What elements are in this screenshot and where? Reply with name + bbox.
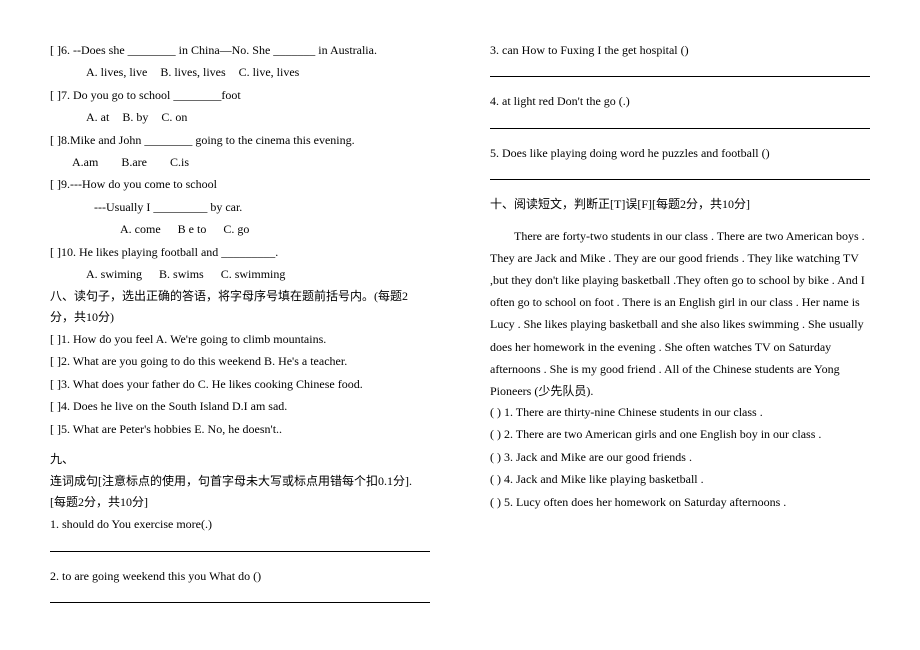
q9-stem: [ ]9.---How do you come to school: [50, 174, 430, 194]
q7-options: A. at B. by C. on: [50, 107, 430, 127]
s9-q4-blank[interactable]: [490, 114, 870, 129]
s8-r1: [ ]1. How do you feel A. We're going to …: [50, 329, 430, 349]
s9-q3-blank[interactable]: [490, 62, 870, 77]
section8-title: 八、读句子，选出正确的答语，将字母序号填在题前括号内。(每题2分，共10分): [50, 286, 430, 327]
q8-opt-c: C.is: [170, 152, 189, 172]
q9-opt-b: B e to: [178, 219, 207, 239]
s9-q1: 1. should do You exercise more(.): [50, 514, 430, 534]
right-column: 3. can How to Fuxing I the get hospital …: [490, 40, 870, 609]
q6-stem: [ ]6. --Does she ________ in China—No. S…: [50, 40, 430, 60]
s9-q1-blank[interactable]: [50, 537, 430, 552]
q10-opt-b: B. swims: [159, 264, 204, 284]
section10-title: 十、阅读短文，判断正[T]误[F][每题2分，共10分]: [490, 194, 870, 214]
page-container: [ ]6. --Does she ________ in China—No. S…: [0, 0, 920, 639]
q7-opt-a: A. at: [86, 107, 109, 127]
s8-r2: [ ]2. What are you going to do this week…: [50, 351, 430, 371]
q9-sub: ---Usually I _________ by car.: [50, 197, 430, 217]
q6-opt-a: A. lives, live: [86, 62, 147, 82]
left-column: [ ]6. --Does she ________ in China—No. S…: [50, 40, 430, 609]
q9-opt-a: A. come: [120, 219, 161, 239]
s10-t4: ( ) 4. Jack and Mike like playing basket…: [490, 469, 870, 489]
section10-passage: There are forty-two students in our clas…: [490, 225, 870, 403]
s9-q4: 4. at light red Don't the go (.): [490, 91, 870, 111]
section9-head: 九、: [50, 449, 430, 469]
s8-r4: [ ]4. Does he live on the South Island D…: [50, 396, 430, 416]
s9-q2-blank[interactable]: [50, 588, 430, 603]
q8-stem: [ ]8.Mike and John ________ going to the…: [50, 130, 430, 150]
s9-q2: 2. to are going weekend this you What do…: [50, 566, 430, 586]
s10-t3: ( ) 3. Jack and Mike are our good friend…: [490, 447, 870, 467]
q7-opt-b: B. by: [122, 107, 148, 127]
q9-opt-c: C. go: [223, 219, 249, 239]
q8-options: A.am B.are C.is: [50, 152, 430, 172]
s9-q5: 5. Does like playing doing word he puzzl…: [490, 143, 870, 163]
q6-options: A. lives, live B. lives, lives C. live, …: [50, 62, 430, 82]
s8-r5: [ ]5. What are Peter's hobbies E. No, he…: [50, 419, 430, 439]
q6-opt-b: B. lives, lives: [160, 62, 225, 82]
s10-t2: ( ) 2. There are two American girls and …: [490, 424, 870, 444]
s10-t1: ( ) 1. There are thirty-nine Chinese stu…: [490, 402, 870, 422]
q8-opt-a: A.am: [72, 152, 98, 172]
s9-q5-blank[interactable]: [490, 165, 870, 180]
q6-opt-c: C. live, lives: [239, 62, 300, 82]
s8-r3: [ ]3. What does your father do C. He lik…: [50, 374, 430, 394]
section9-title: 连词成句[注意标点的使用，句首字母未大写或标点用错每个扣0.1分]. [每题2分…: [50, 471, 430, 512]
q10-options: A. swiming B. swims C. swimming: [50, 264, 430, 284]
q9-options: A. come B e to C. go: [50, 219, 430, 239]
q10-stem: [ ]10. He likes playing football and ___…: [50, 242, 430, 262]
q10-opt-a: A. swiming: [86, 264, 142, 284]
q7-stem: [ ]7. Do you go to school ________foot: [50, 85, 430, 105]
q8-opt-b: B.are: [121, 152, 147, 172]
s10-t5: ( ) 5. Lucy often does her homework on S…: [490, 492, 870, 512]
q10-opt-c: C. swimming: [221, 264, 286, 284]
q7-opt-c: C. on: [161, 107, 187, 127]
s9-q3: 3. can How to Fuxing I the get hospital …: [490, 40, 870, 60]
